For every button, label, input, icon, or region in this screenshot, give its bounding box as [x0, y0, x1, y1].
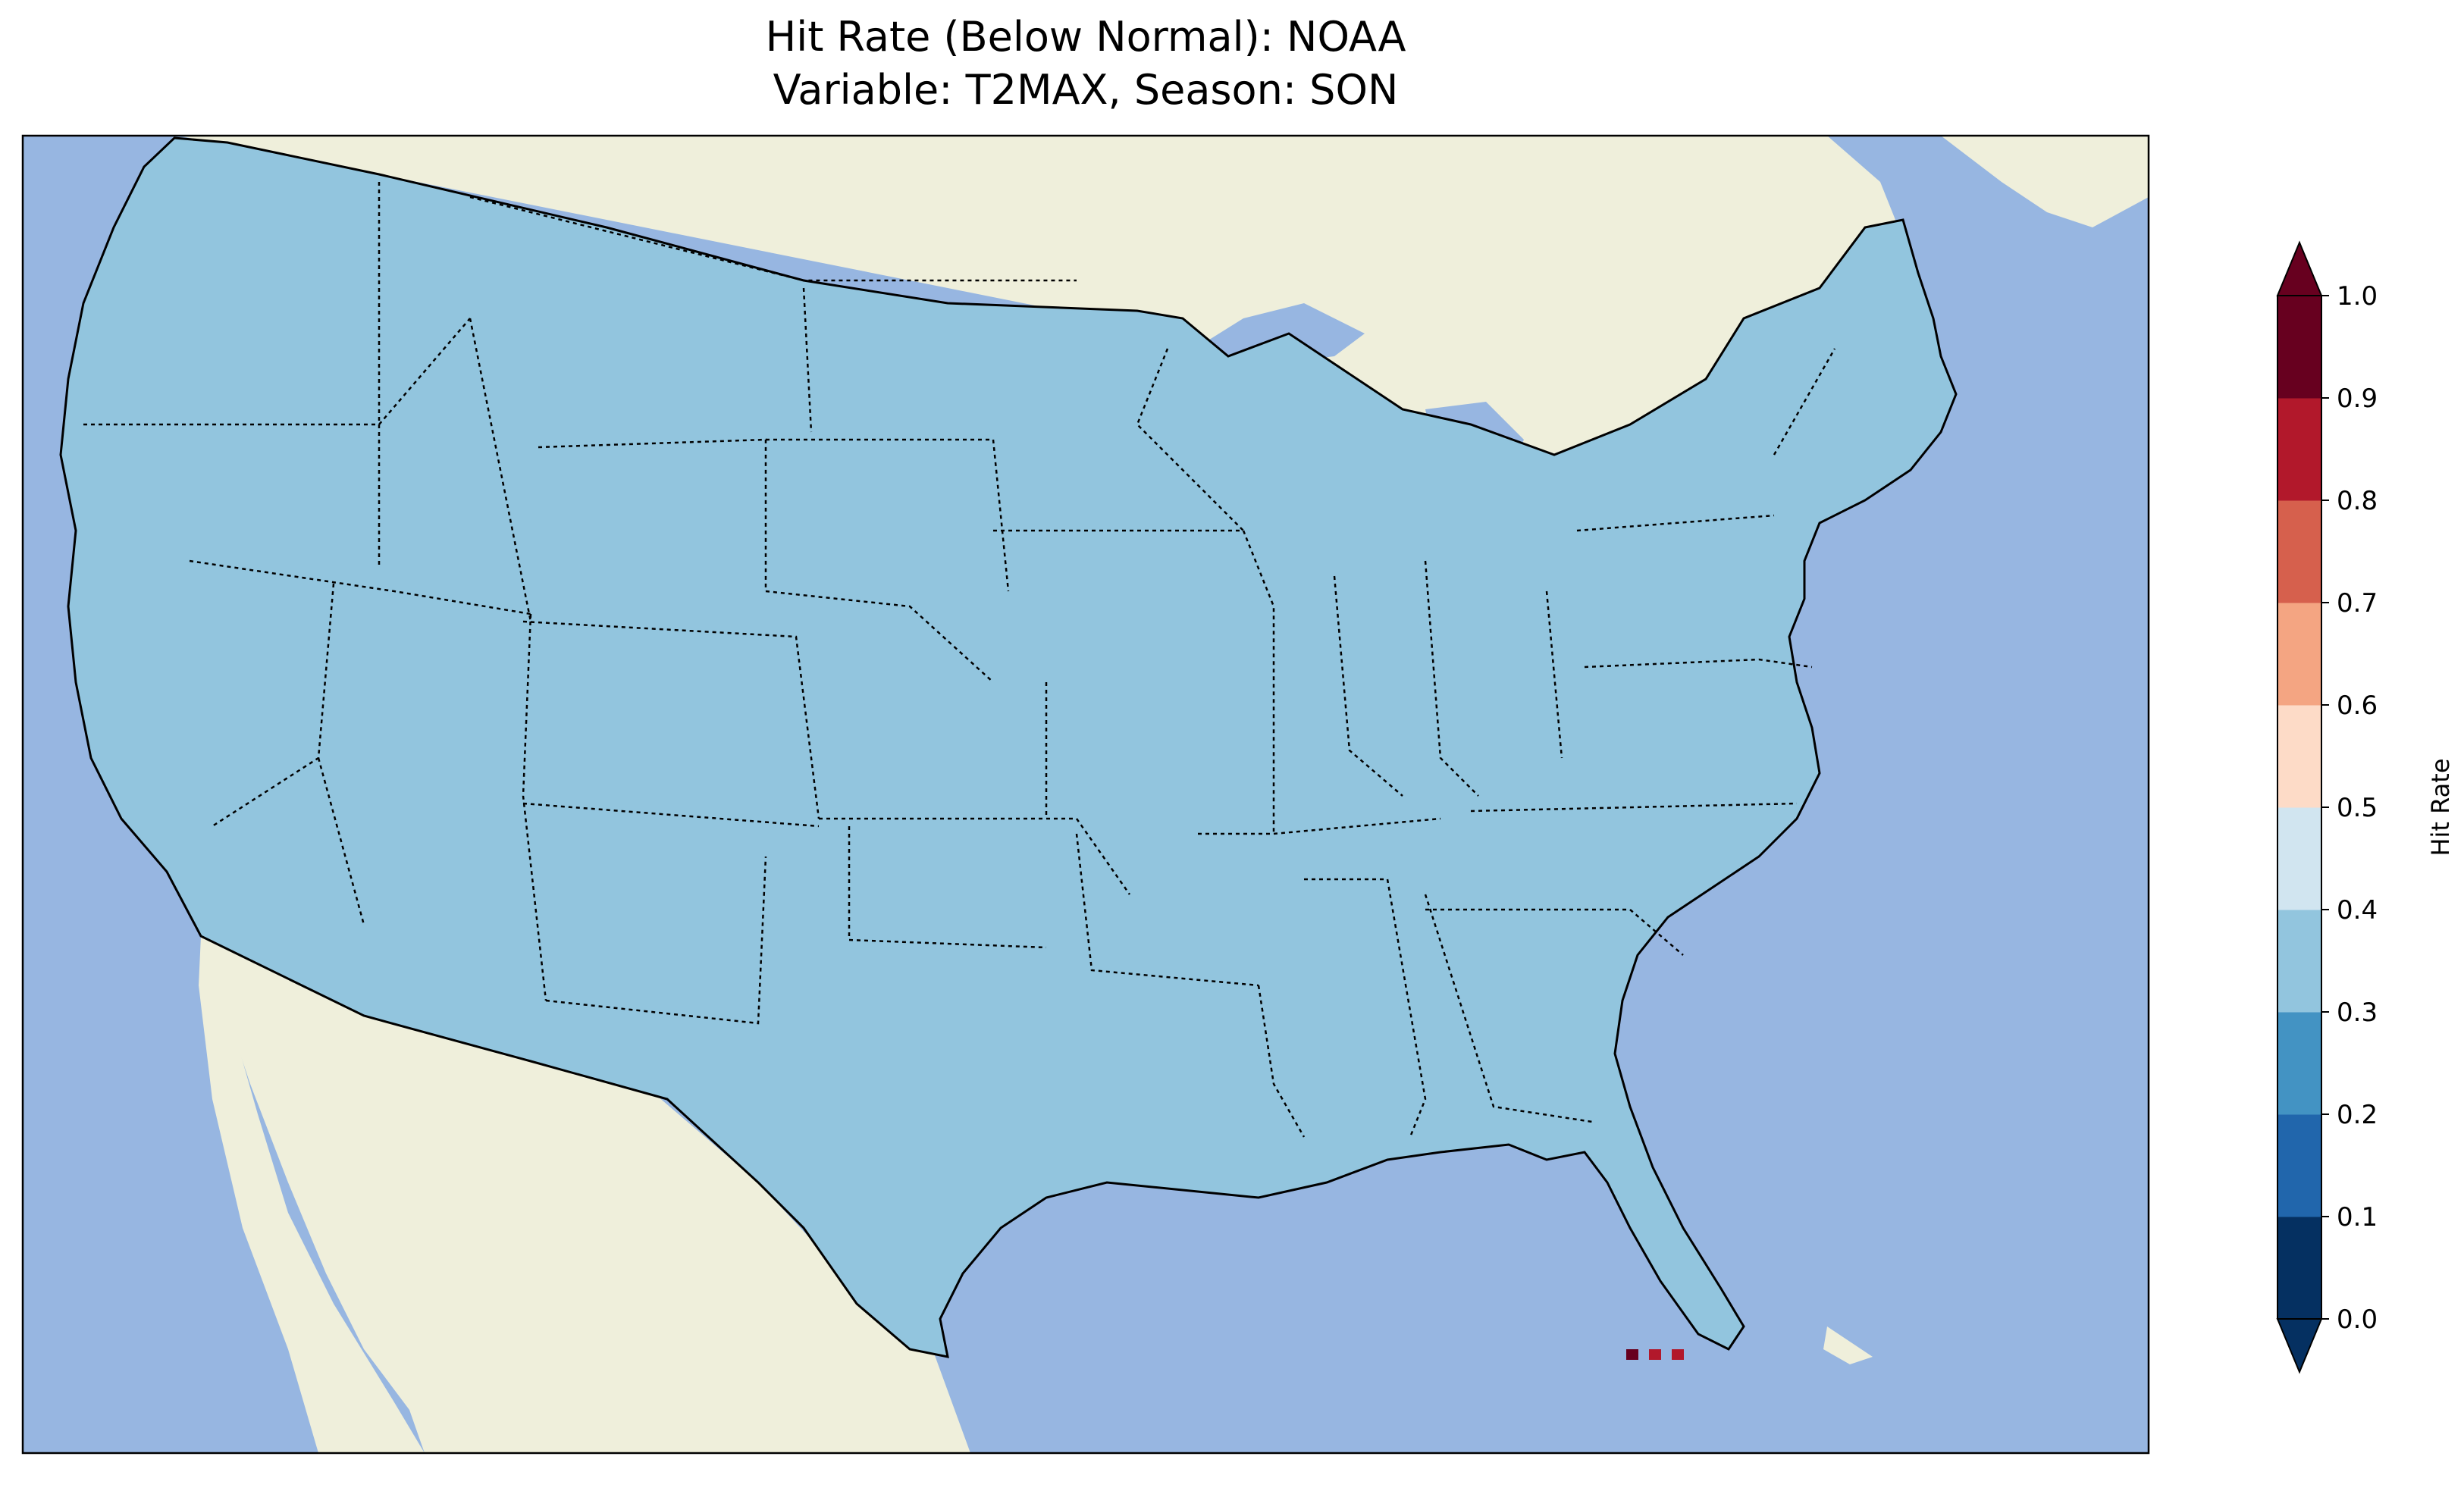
colorbar: 0.0 0.1 0.2 0.3 0.4 0.5 0.6 0.7 0.8 0.9 1.0 Hit Rat…	[2276, 240, 2455, 1374]
colorbar-segment	[2277, 398, 2321, 501]
colorbar-tick-label: 0.0	[2337, 1305, 2378, 1335]
title-line-2: Variable: T2MAX, Season: SON	[773, 66, 1399, 114]
map-frame	[21, 134, 2150, 1455]
colorbar-segment	[2277, 705, 2321, 808]
colorbar-segment	[2277, 807, 2321, 910]
colorbar-tick-label: 0.7	[2337, 588, 2378, 619]
state-boundaries	[83, 182, 1836, 1138]
colorbar-segment	[2277, 1217, 2321, 1320]
maritimes-land	[1941, 136, 2149, 227]
colorbar-segment	[2277, 1012, 2321, 1115]
colorbar-tick-label: 0.2	[2337, 1100, 2378, 1130]
cuba-land	[1823, 1326, 1873, 1364]
title-line-1: Hit Rate (Below Normal): NOAA	[765, 13, 1406, 61]
border-us-canada	[469, 196, 1077, 282]
colorbar-tick-label: 0.3	[2337, 998, 2378, 1028]
colorbar-segment	[2277, 910, 2321, 1013]
colorbar-segment	[2277, 296, 2321, 399]
colorbar-label: Hit Rate	[2426, 758, 2455, 856]
map-title: Hit Rate (Below Normal): NOAA Variable: …	[23, 11, 2149, 117]
colorbar-extend-max	[2276, 240, 2323, 296]
colorbar-tick-label: 0.9	[2337, 384, 2378, 414]
colorbar-segment	[2277, 603, 2321, 706]
colorbar-segment	[2277, 1114, 2321, 1217]
colorbar-tick-label: 0.5	[2337, 793, 2378, 823]
map-area	[23, 136, 2149, 1453]
mexico-land	[201, 936, 970, 1453]
colorbar-tick-label: 0.6	[2337, 691, 2378, 721]
colorbar-tick-label: 0.8	[2337, 486, 2378, 516]
baja-land	[199, 936, 425, 1453]
colorbar-tick-label: 0.4	[2337, 895, 2378, 926]
colorbar-tick-label: 0.1	[2337, 1202, 2378, 1232]
colorbar-extend-min	[2276, 1318, 2323, 1374]
colorbar-segment	[2277, 500, 2321, 603]
colorbar-tick-label: 1.0	[2337, 281, 2378, 312]
